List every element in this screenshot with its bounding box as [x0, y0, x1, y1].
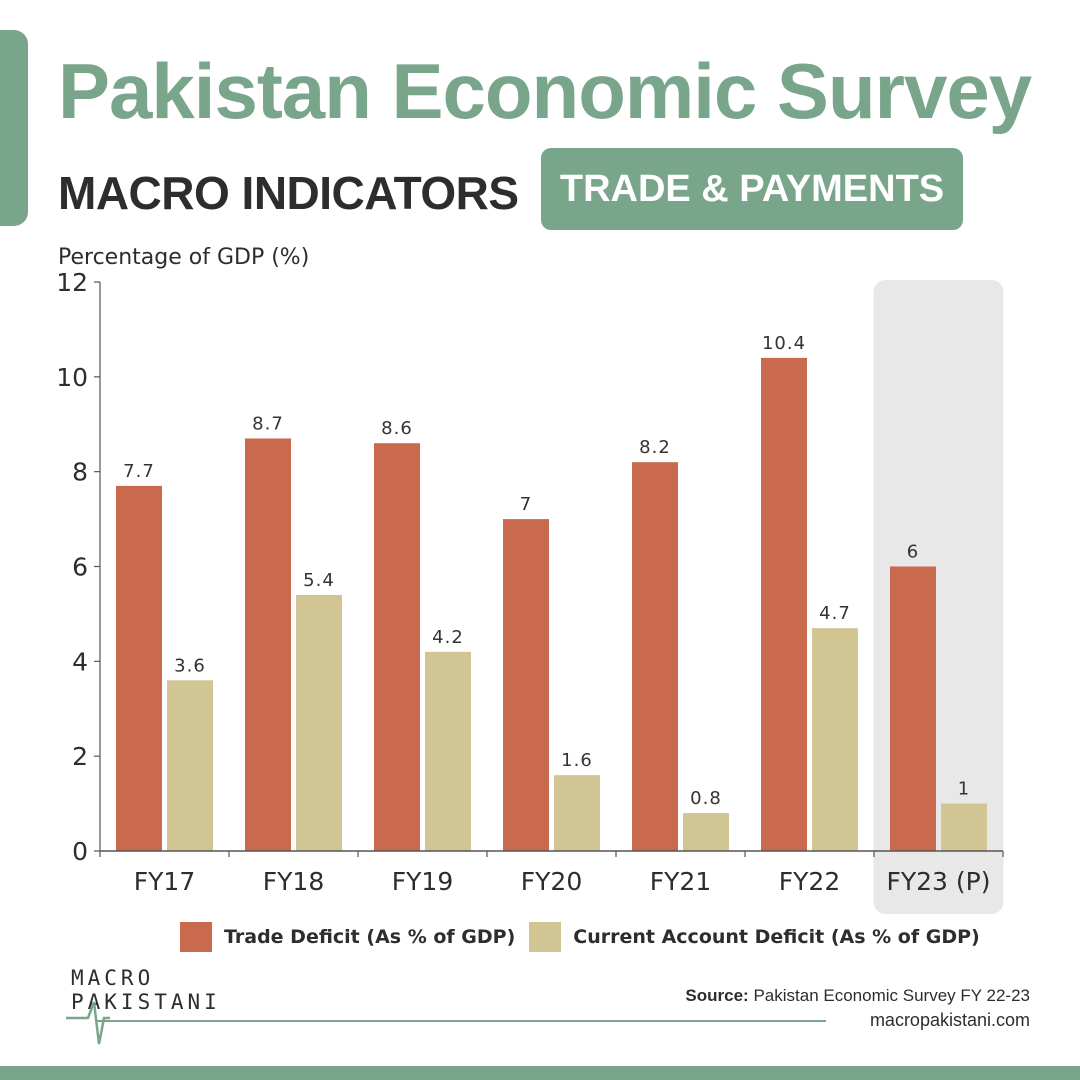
data-label-current-account-deficit: 3.6 [174, 655, 206, 676]
legend-label-trade-deficit: Trade Deficit (As % of GDP) [224, 926, 516, 948]
logo-pulse-icon [66, 1001, 110, 1045]
category-badge-label: TRADE & PAYMENTS [559, 167, 945, 210]
data-label-current-account-deficit: 4.2 [432, 627, 464, 648]
data-label-trade-deficit: 7.7 [123, 461, 155, 482]
bar-trade-deficit [632, 462, 678, 851]
legend-swatch-current-account-deficit [529, 922, 562, 952]
y-tick-label: 6 [72, 553, 88, 582]
bar-current-account-deficit [812, 628, 858, 851]
bar-trade-deficit [245, 438, 291, 851]
category-badge: TRADE & PAYMENTS [541, 148, 963, 230]
bar-trade-deficit [374, 443, 420, 851]
logo-text-line1: MACRO [71, 966, 155, 990]
bar-current-account-deficit [167, 680, 213, 851]
data-label-current-account-deficit: 1 [958, 779, 970, 800]
y-tick-label: 10 [56, 363, 88, 392]
data-label-trade-deficit: 10.4 [762, 333, 806, 354]
bar-trade-deficit [116, 485, 162, 851]
legend-swatch-trade-deficit [180, 922, 212, 952]
legend-label-current-account-deficit: Current Account Deficit (As % of GDP) [573, 926, 980, 948]
data-label-trade-deficit: 8.7 [252, 413, 284, 434]
data-label-trade-deficit: 8.2 [639, 437, 671, 458]
data-label-trade-deficit: 7 [520, 494, 532, 515]
bar-current-account-deficit [683, 813, 729, 851]
data-label-trade-deficit: 6 [907, 542, 919, 563]
x-tick-label: FY22 [779, 867, 840, 896]
left-accent-bar [0, 30, 28, 226]
source-label: Source: [685, 986, 749, 1005]
y-tick-label: 0 [72, 837, 88, 866]
y-tick-label: 2 [72, 742, 88, 771]
bar-trade-deficit [503, 519, 549, 851]
bar-current-account-deficit [425, 651, 471, 851]
bar-current-account-deficit [554, 775, 600, 851]
bar-current-account-deficit [941, 803, 987, 851]
page-title: Pakistan Economic Survey [58, 47, 1032, 135]
bar-trade-deficit [890, 566, 936, 851]
legend-item-current-account-deficit: Current Account Deficit (As % of GDP) [529, 922, 980, 952]
y-tick-label: 12 [56, 268, 88, 297]
y-axis-title: Percentage of GDP (%) [58, 245, 309, 270]
x-tick-label: FY21 [650, 867, 711, 896]
footer-divider [96, 1020, 826, 1022]
bar-trade-deficit [761, 357, 807, 851]
section-subtitle: MACRO INDICATORS [58, 167, 519, 219]
source-text: Pakistan Economic Survey FY 22-23 [753, 986, 1030, 1005]
data-label-current-account-deficit: 0.8 [690, 788, 722, 809]
bar-current-account-deficit [296, 594, 342, 851]
data-label-current-account-deficit: 5.4 [303, 570, 335, 591]
data-label-trade-deficit: 8.6 [381, 418, 413, 439]
data-label-current-account-deficit: 4.7 [819, 603, 851, 624]
legend-item-trade-deficit: Trade Deficit (As % of GDP) [180, 922, 515, 952]
chart-legend: Trade Deficit (As % of GDP) Current Acco… [180, 921, 994, 953]
source-note: Source: Pakistan Economic Survey FY 22-2… [685, 986, 1030, 1006]
x-tick-label: FY20 [521, 867, 582, 896]
x-tick-label: FY19 [392, 867, 453, 896]
y-tick-label: 4 [72, 647, 88, 676]
y-tick-label: 8 [72, 458, 88, 487]
x-tick-label: FY23 (P) [887, 867, 991, 896]
macro-pakistani-logo: MACRO PAKISTANI [66, 966, 217, 1048]
data-label-current-account-deficit: 1.6 [561, 750, 593, 771]
x-tick-label: FY17 [134, 867, 195, 896]
x-tick-label: FY18 [263, 867, 324, 896]
website-link[interactable]: macropakistani.com [869, 1010, 1030, 1030]
bottom-accent-bar [0, 1066, 1080, 1080]
